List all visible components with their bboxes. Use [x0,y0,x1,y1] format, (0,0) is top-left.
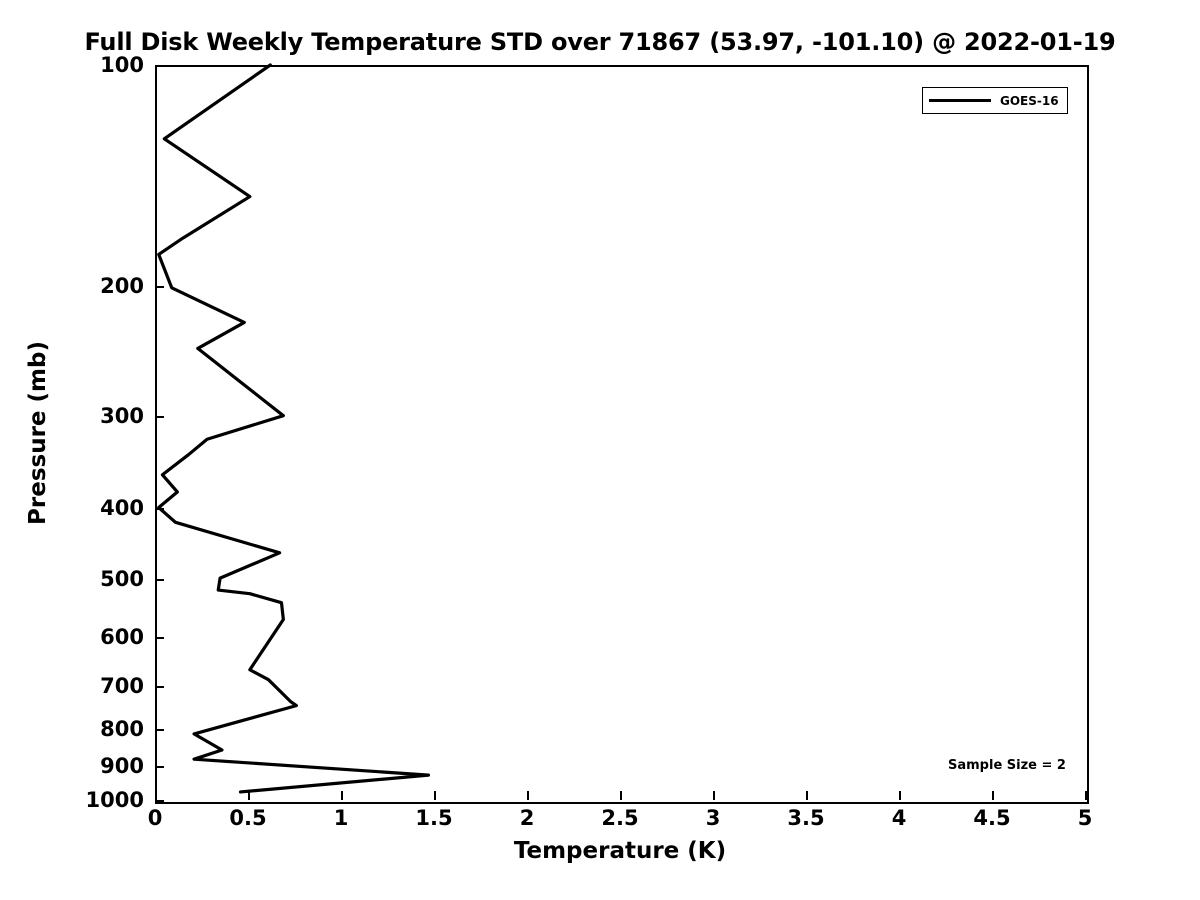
data-line-layer [157,63,431,794]
series-line-goes-16 [157,63,431,794]
y-tick-mark-500 [155,578,164,581]
x-tick-label-0: 0 [147,806,163,830]
y-tick-label-400: 400 [100,495,144,520]
y-tick-mark-1000 [155,800,164,802]
x-tick-label-1: 1 [333,806,349,830]
y-tick-label-600: 600 [100,624,144,649]
y-tick-label-1000: 1000 [85,788,144,812]
sample-size-annotation: Sample Size = 2 [948,758,1066,773]
y-tick-mark-300 [155,415,164,418]
y-tick-mark-600 [155,636,164,639]
x-axis-label: Temperature (K) [513,838,727,864]
y-tick-mark-700 [155,686,164,689]
x-tick-mark-0-5 [248,791,250,800]
y-tick-label-700: 700 [100,674,144,699]
y-tick-label-200: 200 [100,274,144,299]
legend[interactable]: GOES-16 [922,87,1068,114]
x-tick-mark-2-5 [620,791,622,800]
x-tick-mark-4 [899,791,901,800]
x-tick-label-2: 2 [519,806,535,830]
y-tick-label-300: 300 [100,403,144,428]
x-tick-mark-3-5 [806,791,808,800]
x-tick-mark-0 [155,791,157,800]
y-tick-label-800: 800 [100,716,144,741]
chart-title: Full Disk Weekly Temperature STD over 71… [84,28,1116,56]
x-tick-label-2-5: 2.5 [601,806,639,830]
y-tick-mark-400 [155,507,164,510]
y-tick-mark-200 [155,286,164,289]
x-tick-label-4-5: 4.5 [973,806,1011,830]
y-axis-tick-labels: 100 200 300 400 500 600 700 800 900 1000 [0,0,144,900]
y-tick-label-100: 100 [100,53,144,77]
y-tick-mark-800 [155,728,164,731]
y-tick-mark-900 [155,766,164,769]
x-tick-mark-1 [341,791,343,800]
x-tick-label-1-5: 1.5 [415,806,453,830]
x-tick-mark-1-5 [434,791,436,800]
legend-line-swatch [929,99,991,102]
y-tick-label-900: 900 [100,754,144,779]
x-tick-label-3: 3 [705,806,721,830]
x-tick-label-0-5: 0.5 [229,806,267,830]
x-tick-mark-3 [713,791,715,800]
y-tick-label-500: 500 [100,566,144,591]
x-tick-mark-4-5 [992,791,994,800]
legend-label-goes-16: GOES-16 [1000,93,1059,108]
y-tick-mark-100 [155,65,164,67]
plot-area [155,65,1089,804]
x-tick-label-5: 5 [1077,806,1093,830]
x-tick-label-4: 4 [891,806,907,830]
x-tick-mark-5 [1085,791,1087,800]
x-tick-label-3-5: 3.5 [787,806,825,830]
y-axis-label: Pressure (mb) [25,341,51,525]
x-tick-mark-2 [527,791,529,800]
